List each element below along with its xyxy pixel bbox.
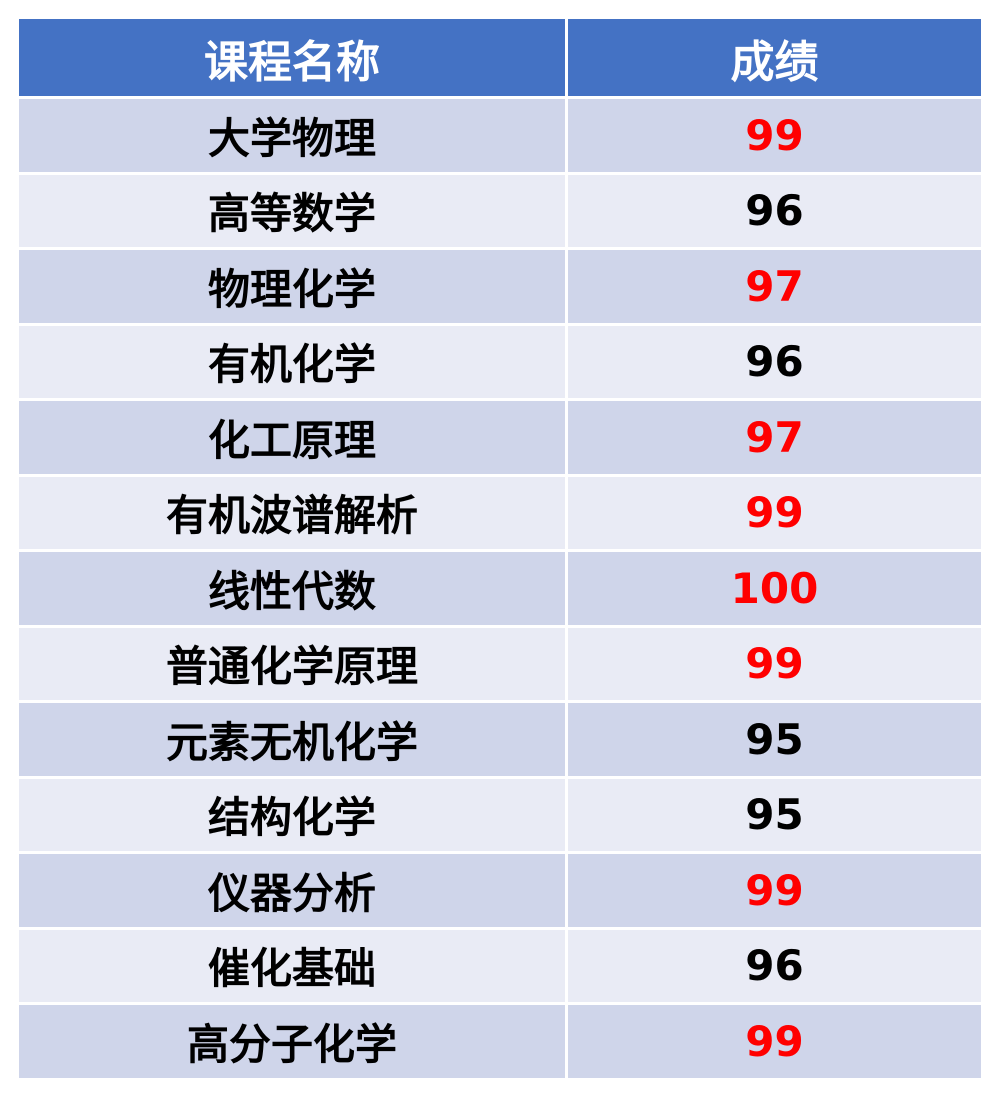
grades-table: 课程名称 成绩 大学物理 99 高等数学 96 物理化学 97 有机化学 96 化工原理 97 有机… <box>16 16 984 1081</box>
table-row: 仪器分析 99 <box>19 854 981 927</box>
table-row: 普通化学原理 99 <box>19 627 981 700</box>
score-cell: 99 <box>568 99 981 172</box>
course-name-cell: 元素无机化学 <box>19 703 565 776</box>
table-row: 高分子化学 99 <box>19 1005 981 1078</box>
table-row: 化工原理 97 <box>19 401 981 474</box>
score-cell: 99 <box>568 476 981 549</box>
header-row: 课程名称 成绩 <box>19 19 981 96</box>
course-name-cell: 高等数学 <box>19 174 565 247</box>
score-cell: 97 <box>568 250 981 323</box>
score-cell: 95 <box>568 703 981 776</box>
table-row: 元素无机化学 95 <box>19 703 981 776</box>
table-row: 线性代数 100 <box>19 552 981 625</box>
table-row: 有机化学 96 <box>19 325 981 398</box>
table-row: 结构化学 95 <box>19 778 981 851</box>
score-cell: 99 <box>568 627 981 700</box>
score-cell: 99 <box>568 1005 981 1078</box>
table-row: 催化基础 96 <box>19 929 981 1002</box>
score-cell: 100 <box>568 552 981 625</box>
header-score: 成绩 <box>568 19 981 96</box>
course-name-cell: 有机波谱解析 <box>19 476 565 549</box>
score-cell: 96 <box>568 929 981 1002</box>
course-name-cell: 线性代数 <box>19 552 565 625</box>
course-name-cell: 物理化学 <box>19 250 565 323</box>
course-name-cell: 高分子化学 <box>19 1005 565 1078</box>
score-cell: 95 <box>568 778 981 851</box>
course-name-cell: 大学物理 <box>19 99 565 172</box>
course-name-cell: 结构化学 <box>19 778 565 851</box>
table-row: 高等数学 96 <box>19 174 981 247</box>
course-name-cell: 仪器分析 <box>19 854 565 927</box>
score-cell: 96 <box>568 325 981 398</box>
score-cell: 97 <box>568 401 981 474</box>
course-name-cell: 化工原理 <box>19 401 565 474</box>
table-row: 有机波谱解析 99 <box>19 476 981 549</box>
score-cell: 99 <box>568 854 981 927</box>
header-course-name: 课程名称 <box>19 19 565 96</box>
score-cell: 96 <box>568 174 981 247</box>
course-name-cell: 普通化学原理 <box>19 627 565 700</box>
table-row: 物理化学 97 <box>19 250 981 323</box>
table-row: 大学物理 99 <box>19 99 981 172</box>
course-name-cell: 有机化学 <box>19 325 565 398</box>
course-name-cell: 催化基础 <box>19 929 565 1002</box>
